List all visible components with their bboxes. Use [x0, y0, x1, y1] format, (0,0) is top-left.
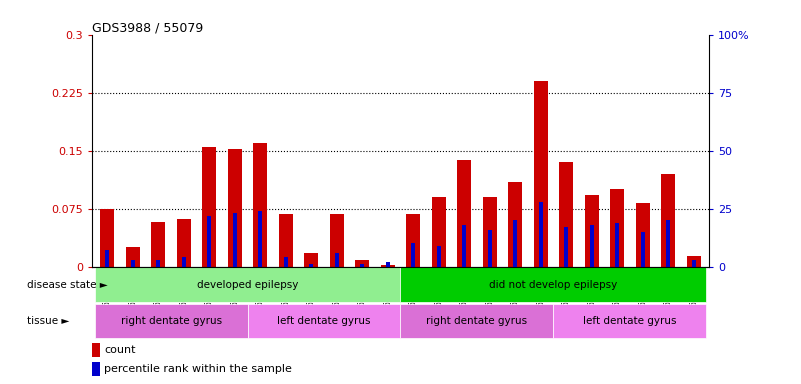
- Bar: [483, 197, 497, 266]
- Bar: [400, 267, 706, 302]
- Text: count: count: [104, 346, 136, 356]
- Bar: [279, 214, 293, 266]
- Bar: [309, 264, 313, 266]
- Bar: [462, 225, 466, 266]
- Bar: [585, 195, 598, 266]
- Bar: [508, 182, 522, 266]
- Bar: [411, 243, 415, 266]
- Bar: [207, 215, 211, 266]
- Text: GDS3988 / 55079: GDS3988 / 55079: [92, 22, 203, 35]
- Bar: [330, 214, 344, 266]
- Bar: [253, 143, 268, 266]
- Text: developed epilepsy: developed epilepsy: [197, 280, 298, 290]
- Text: left dentate gyrus: left dentate gyrus: [277, 316, 371, 326]
- Bar: [590, 225, 594, 266]
- Bar: [661, 174, 675, 266]
- Bar: [126, 247, 140, 266]
- Bar: [92, 343, 99, 358]
- Bar: [457, 160, 471, 266]
- Bar: [106, 250, 110, 266]
- Bar: [386, 262, 390, 266]
- Bar: [553, 303, 706, 338]
- Bar: [610, 189, 624, 266]
- Text: tissue ►: tissue ►: [27, 316, 70, 326]
- Bar: [360, 264, 364, 266]
- Text: right dentate gyrus: right dentate gyrus: [426, 316, 528, 326]
- Bar: [533, 81, 548, 266]
- Bar: [356, 260, 369, 266]
- Bar: [559, 162, 574, 266]
- Bar: [284, 257, 288, 266]
- Bar: [641, 232, 645, 266]
- Bar: [259, 211, 262, 266]
- Bar: [248, 303, 400, 338]
- Bar: [539, 202, 542, 266]
- Text: left dentate gyrus: left dentate gyrus: [583, 316, 677, 326]
- Bar: [564, 227, 568, 266]
- Bar: [691, 260, 695, 266]
- Text: disease state ►: disease state ►: [27, 280, 108, 290]
- Bar: [488, 230, 492, 266]
- Bar: [203, 147, 216, 266]
- Bar: [304, 253, 318, 266]
- Bar: [406, 214, 421, 266]
- Bar: [227, 149, 242, 266]
- Bar: [156, 260, 160, 266]
- Bar: [182, 257, 186, 266]
- Bar: [686, 256, 701, 266]
- Bar: [177, 219, 191, 266]
- Bar: [95, 267, 400, 302]
- Bar: [100, 209, 115, 266]
- Bar: [380, 265, 395, 266]
- Bar: [335, 253, 339, 266]
- Bar: [131, 260, 135, 266]
- Bar: [432, 197, 445, 266]
- Bar: [437, 246, 441, 266]
- Bar: [666, 220, 670, 266]
- Text: right dentate gyrus: right dentate gyrus: [121, 316, 222, 326]
- Bar: [636, 203, 650, 266]
- Bar: [95, 303, 248, 338]
- Bar: [615, 223, 619, 266]
- Bar: [92, 362, 99, 376]
- Bar: [400, 303, 553, 338]
- Bar: [233, 213, 237, 266]
- Bar: [151, 222, 165, 266]
- Bar: [513, 220, 517, 266]
- Text: percentile rank within the sample: percentile rank within the sample: [104, 364, 292, 374]
- Text: did not develop epilepsy: did not develop epilepsy: [489, 280, 618, 290]
